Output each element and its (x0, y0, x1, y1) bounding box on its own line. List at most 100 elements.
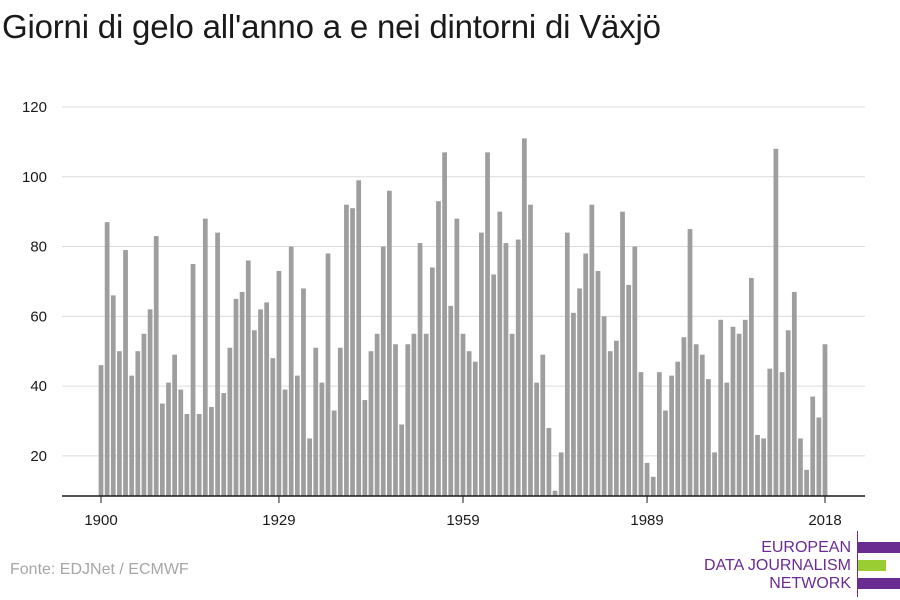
y-tick-label: 20 (30, 448, 47, 465)
bar (393, 344, 398, 496)
bar (429, 267, 435, 496)
bar (712, 452, 717, 496)
x-tick-label: 2018 (808, 512, 841, 529)
bar (521, 138, 527, 496)
bar (491, 274, 497, 496)
bar (755, 434, 760, 496)
bar (313, 347, 319, 496)
bar (454, 218, 460, 497)
bar (632, 246, 638, 496)
x-tick-label: 1959 (446, 512, 479, 529)
bar (356, 180, 362, 496)
bar (485, 152, 490, 497)
bar (528, 204, 533, 496)
bar (153, 236, 159, 496)
bar (215, 232, 220, 496)
bar (252, 330, 257, 496)
bar (730, 326, 736, 496)
bar (423, 333, 429, 496)
bar (675, 361, 681, 496)
bar (656, 372, 662, 496)
bar (337, 347, 343, 496)
y-tick-label: 80 (30, 239, 47, 256)
bar (135, 351, 141, 496)
bar (448, 305, 454, 496)
bar (221, 393, 227, 496)
x-tick-label: 1929 (262, 512, 295, 529)
bar (405, 344, 411, 496)
bar (374, 333, 380, 496)
bar (417, 243, 423, 496)
bar (724, 382, 730, 496)
bar (571, 312, 576, 496)
bar (736, 333, 742, 496)
bar (184, 414, 190, 496)
bar (460, 333, 466, 496)
bar (209, 407, 214, 496)
bar (552, 490, 558, 496)
bar (798, 438, 803, 496)
bar (331, 410, 337, 496)
bar (202, 218, 208, 497)
y-tick-label: 120 (22, 99, 47, 116)
x-axis: 1900 1929 1959 1989 2018 (62, 495, 865, 529)
bar (761, 438, 767, 496)
bar (785, 330, 791, 496)
bar (509, 333, 515, 496)
bar (227, 347, 233, 496)
x-tick-label: 1900 (84, 512, 117, 529)
bars (98, 138, 828, 497)
bar (804, 469, 809, 496)
bar (583, 253, 589, 496)
bar (601, 316, 607, 496)
bar (479, 232, 484, 496)
bar (147, 309, 153, 496)
bar (564, 232, 570, 496)
bar (546, 427, 552, 496)
bar (644, 462, 650, 496)
bar (282, 389, 288, 496)
bar (98, 365, 104, 496)
bar (693, 344, 699, 496)
bar (288, 246, 294, 496)
y-tick-label: 40 (30, 378, 47, 395)
bar (264, 302, 270, 496)
bar (245, 260, 251, 496)
bar (749, 277, 754, 496)
bar (718, 319, 724, 496)
bar (466, 351, 472, 496)
bar (294, 375, 300, 496)
bar (110, 295, 116, 496)
bar (503, 243, 509, 496)
bar (399, 424, 405, 496)
bar (239, 291, 245, 496)
bar (540, 354, 546, 496)
bar (669, 375, 674, 496)
bar (141, 333, 147, 496)
y-tick-label: 60 (30, 308, 47, 325)
bar (515, 239, 521, 497)
bar (307, 438, 312, 496)
bar (773, 148, 779, 496)
bar (791, 291, 797, 496)
bar (129, 375, 135, 496)
source-note: Fonte: EDJNet / ECMWF (10, 561, 189, 578)
bar (344, 204, 349, 496)
bar (816, 417, 822, 496)
bar (472, 361, 478, 496)
bar (325, 253, 331, 496)
bar (190, 263, 196, 496)
bar (620, 211, 625, 496)
bar (742, 319, 748, 496)
bar (123, 250, 128, 496)
chart-title: Giorni di gelo all'anno a e nei dintorni… (2, 8, 661, 45)
bar (411, 333, 417, 496)
bar (607, 351, 613, 496)
bar (159, 403, 165, 496)
bar (380, 246, 386, 496)
bar (442, 152, 447, 497)
bar (534, 382, 539, 496)
bar (810, 396, 816, 496)
bar (166, 382, 171, 496)
